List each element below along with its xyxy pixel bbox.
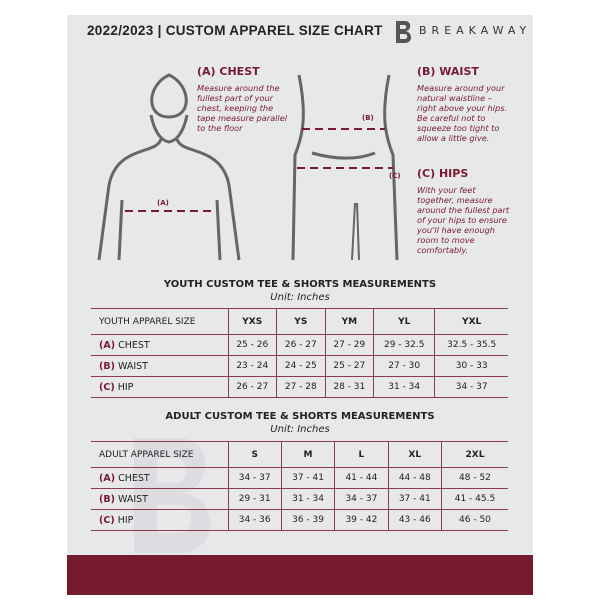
- size-header: YS: [276, 308, 326, 335]
- chest-instructions: Measure around the fullest part of your …: [197, 83, 288, 133]
- measurement-name: CHEST: [118, 339, 150, 351]
- measurement-name: CHEST: [118, 472, 150, 484]
- body-figures-illustration: [97, 73, 399, 261]
- head-outline: [150, 73, 188, 119]
- adult-unit: Unit: Inches: [270, 424, 330, 435]
- chest-heading: (A) CHEST: [197, 65, 260, 78]
- size-header: 2XL: [440, 441, 508, 468]
- measurement-name: WAIST: [117, 360, 148, 372]
- size-header: YM: [324, 308, 374, 335]
- youth-section-title: YOUTH CUSTOM TEE & SHORTS MEASUREMENTS: [163, 279, 437, 290]
- table-header-row: YOUTH APPAREL SIZE YXS YS YM YL YXL: [91, 308, 508, 335]
- measurement-code: (B): [99, 360, 115, 372]
- measurement-value: 31 - 34: [373, 376, 435, 398]
- table-row: (C) HIP 34 - 36 36 - 39 39 - 42 43 - 46 46 - …: [91, 509, 508, 531]
- size-header: M: [280, 441, 335, 468]
- size-chart-panel: 2022/2023 | CUSTOM APPAREL SIZE CHART BR…: [67, 15, 533, 595]
- measurement-label: (A) CHEST: [91, 334, 228, 356]
- measurement-value: 30 - 33: [434, 355, 508, 377]
- measurement-value: 34 - 37: [434, 376, 508, 398]
- size-header: L: [334, 441, 389, 468]
- brand-name: BREAKAWAY: [419, 24, 532, 37]
- measurement-value: 31 - 34: [280, 488, 335, 510]
- measurement-value: 27 - 30: [373, 355, 435, 377]
- measurement-code: (C): [99, 514, 115, 526]
- waist-marker: (B): [362, 114, 374, 122]
- waist-heading: (B) WAIST: [417, 65, 479, 78]
- youth-size-table: YOUTH APPAREL SIZE YXS YS YM YL YXL (A) CHEST 2…: [91, 308, 508, 398]
- measurement-value: 37 - 41: [387, 488, 442, 510]
- measurement-code: (C): [99, 381, 115, 393]
- measurement-value: 32.5 - 35.5: [434, 334, 508, 356]
- measurement-value: 34 - 37: [334, 488, 389, 510]
- measurement-value: 25 - 26: [227, 334, 277, 356]
- measurement-value: 41 - 45.5: [440, 488, 508, 510]
- measurement-value: 36 - 39: [280, 509, 335, 531]
- measurement-value: 37 - 41: [280, 467, 335, 489]
- measurement-name: HIP: [117, 514, 134, 526]
- measurement-code: (A): [99, 339, 116, 351]
- measurement-value: 46 - 50: [440, 509, 508, 531]
- waist-instructions: Measure around your natural waistline – …: [417, 83, 508, 143]
- table-row: (A) CHEST 34 - 37 37 - 41 41 - 44 44 - 48 48 …: [91, 467, 508, 489]
- measurement-label: (C) HIP: [91, 509, 228, 531]
- measurement-name: WAIST: [117, 493, 148, 505]
- measurement-value: 26 - 27: [227, 376, 277, 398]
- youth-unit: Unit: Inches: [270, 292, 330, 303]
- size-header: S: [227, 441, 282, 468]
- size-header: YXS: [227, 308, 277, 335]
- measurement-value: 34 - 36: [227, 509, 282, 531]
- size-header: YL: [373, 308, 435, 335]
- table-row: (B) WAIST 23 - 24 24 - 25 25 - 27 27 - 30 30 …: [91, 355, 508, 377]
- measurement-value: 23 - 24: [227, 355, 277, 377]
- measurement-value: 39 - 42: [334, 509, 389, 531]
- table-header-row: ADULT APPAREL SIZE S M L XL 2XL: [91, 441, 508, 468]
- measurement-value: 29 - 32.5: [373, 334, 435, 356]
- table-row: (C) HIP 26 - 27 27 - 28 28 - 31 31 - 34 34 - …: [91, 376, 508, 398]
- measurement-value: 24 - 25: [276, 355, 326, 377]
- adult-size-table: ADULT APPAREL SIZE S M L XL 2XL (A) CHEST 34 - …: [91, 441, 508, 531]
- measurement-value: 43 - 46: [387, 509, 442, 531]
- measurement-label: (A) CHEST: [91, 467, 228, 489]
- breakaway-logo-icon: [396, 21, 411, 43]
- adult-section-title: ADULT CUSTOM TEE & SHORTS MEASUREMENTS: [165, 411, 435, 422]
- size-label-header: YOUTH APPAREL SIZE: [91, 308, 228, 335]
- measurement-value: 34 - 37: [227, 467, 282, 489]
- measurement-value: 29 - 31: [227, 488, 282, 510]
- measurement-value: 28 - 31: [324, 376, 374, 398]
- size-header: YXL: [434, 308, 508, 335]
- measurement-code: (B): [99, 493, 115, 505]
- table-row: (B) WAIST 29 - 31 31 - 34 34 - 37 37 - 41 41 …: [91, 488, 508, 510]
- measurement-value: 26 - 27: [276, 334, 326, 356]
- measurement-value: 25 - 27: [324, 355, 374, 377]
- measurement-label: (B) WAIST: [91, 488, 228, 510]
- measurement-value: 27 - 28: [276, 376, 326, 398]
- measurement-value: 27 - 29: [324, 334, 374, 356]
- hips-instructions: With your feet together, measure around …: [417, 185, 510, 255]
- page-title: 2022/2023 | CUSTOM APPAREL SIZE CHART: [87, 23, 383, 38]
- measurement-label: (B) WAIST: [91, 355, 228, 377]
- measurement-label: (C) HIP: [91, 376, 228, 398]
- measurement-value: 41 - 44: [334, 467, 389, 489]
- measurement-value: 48 - 52: [440, 467, 508, 489]
- size-header: XL: [387, 441, 442, 468]
- measurement-name: HIP: [117, 381, 134, 393]
- hips-marker: (C): [389, 172, 401, 180]
- size-label-header: ADULT APPAREL SIZE: [91, 441, 228, 468]
- footer-band: [67, 555, 533, 595]
- table-row: (A) CHEST 25 - 26 26 - 27 27 - 29 29 - 32.5 3…: [91, 334, 508, 356]
- chest-marker: (A): [157, 199, 169, 207]
- hips-heading: (C) HIPS: [417, 167, 469, 180]
- measurement-value: 44 - 48: [387, 467, 442, 489]
- measurement-code: (A): [99, 472, 116, 484]
